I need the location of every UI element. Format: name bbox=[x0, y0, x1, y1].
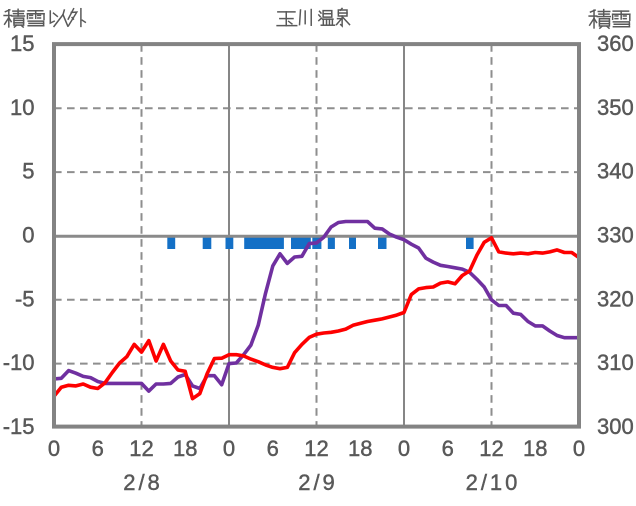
svg-text:-10: -10 bbox=[3, 350, 35, 375]
svg-text:6: 6 bbox=[92, 436, 104, 461]
svg-text:15: 15 bbox=[10, 31, 34, 56]
svg-text:18: 18 bbox=[173, 436, 197, 461]
svg-text:18: 18 bbox=[523, 436, 547, 461]
svg-text:0: 0 bbox=[223, 436, 235, 461]
svg-text:360: 360 bbox=[597, 31, 634, 56]
svg-text:2/10: 2/10 bbox=[466, 470, 521, 495]
svg-text:12: 12 bbox=[129, 436, 153, 461]
svg-text:5: 5 bbox=[22, 159, 34, 184]
svg-text:310: 310 bbox=[597, 350, 634, 375]
svg-text:2/9: 2/9 bbox=[298, 470, 338, 495]
svg-text:0: 0 bbox=[398, 436, 410, 461]
svg-text:6: 6 bbox=[267, 436, 279, 461]
svg-text:6: 6 bbox=[442, 436, 454, 461]
svg-text:10: 10 bbox=[10, 95, 34, 120]
svg-text:0: 0 bbox=[22, 223, 34, 248]
svg-text:0: 0 bbox=[573, 436, 585, 461]
svg-text:350: 350 bbox=[597, 95, 634, 120]
svg-text:340: 340 bbox=[597, 159, 634, 184]
svg-text:0: 0 bbox=[48, 436, 60, 461]
svg-text:-15: -15 bbox=[3, 414, 35, 439]
svg-text:330: 330 bbox=[597, 223, 634, 248]
svg-text:300: 300 bbox=[597, 414, 634, 439]
svg-text:-5: -5 bbox=[15, 286, 35, 311]
svg-text:12: 12 bbox=[304, 436, 328, 461]
svg-text:320: 320 bbox=[597, 286, 634, 311]
svg-text:12: 12 bbox=[479, 436, 503, 461]
svg-text:18: 18 bbox=[348, 436, 372, 461]
svg-text:2/8: 2/8 bbox=[123, 470, 163, 495]
